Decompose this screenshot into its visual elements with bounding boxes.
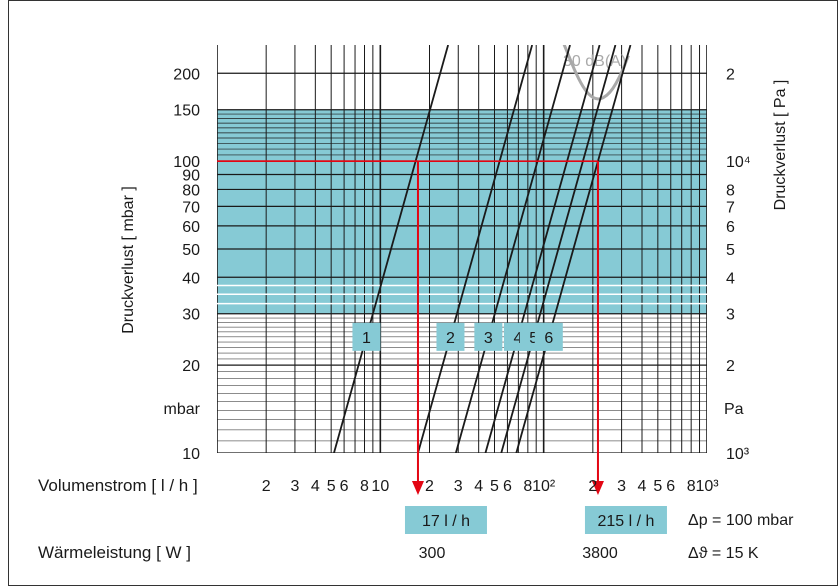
- y-tick-label-right: 7: [726, 199, 735, 216]
- series-line-1: [333, 45, 449, 453]
- x-tick-label: 10³: [695, 478, 719, 495]
- y-tick-label-left: 50: [182, 242, 200, 259]
- series-label-6: 6: [544, 330, 553, 347]
- shaded-band: [217, 109, 707, 314]
- y-axis-label-left: Druckverlust [ mbar ]: [120, 186, 137, 334]
- y-axis-label-right: Druckverlust [ Pa ]: [772, 80, 789, 211]
- x-tick-label: 10²: [532, 478, 556, 495]
- y-tick-label-left: 70: [182, 199, 200, 216]
- marker-arrow-head-1: [411, 481, 424, 495]
- series-line-6: [515, 45, 632, 453]
- y-tick-label-left: 80: [182, 182, 200, 199]
- x-tick-label: 8: [687, 478, 696, 495]
- pressure-note: Δp = 100 mbar: [688, 512, 794, 529]
- x-tick-label: 4: [311, 478, 320, 495]
- x-tick-label: 5: [490, 478, 499, 495]
- x-axis-label: Volumenstrom [ l / h ]: [38, 476, 198, 495]
- x-tick-label: 8: [523, 478, 532, 495]
- x-tick-label: 2: [425, 478, 434, 495]
- y-tick-label-left: 200: [173, 66, 200, 83]
- y-tick-label-left: 40: [182, 270, 200, 287]
- x-tick-label: 3: [454, 478, 463, 495]
- x-tick-label: 10: [371, 478, 389, 495]
- y-tick-label-left: 60: [182, 219, 200, 236]
- y-tick-label-right: 10³: [726, 446, 750, 463]
- y-tick-label-right: 6: [726, 219, 735, 236]
- noise-curve-30dba: [562, 45, 630, 101]
- marker-label-box-2: [584, 506, 667, 534]
- power-axis-label: Wärmeleistung [ W ]: [38, 543, 191, 562]
- x-tick-label: 5: [653, 478, 662, 495]
- x-tick-label: 6: [666, 478, 675, 495]
- y-tick-label-left: 20: [182, 358, 200, 375]
- y-unit-left: mbar: [164, 401, 201, 418]
- x-tick-label: 4: [638, 478, 647, 495]
- series-label-box-3: [474, 322, 503, 351]
- series-line-2: [417, 45, 534, 453]
- series-label-4: 4: [513, 330, 522, 347]
- series-label-5: 5: [529, 330, 538, 347]
- y-tick-label-right: 2: [726, 358, 735, 375]
- y-tick-label-left: 150: [173, 103, 200, 120]
- x-tick-label: 3: [290, 478, 299, 495]
- y-tick-label-right: 2: [726, 66, 735, 83]
- power-value-1: 300: [419, 545, 446, 562]
- series-label-1: 1: [362, 330, 371, 347]
- marker-arrow-head-2: [591, 481, 604, 495]
- y-tick-label-right: 10⁴: [726, 154, 751, 171]
- x-tick-label: 6: [503, 478, 512, 495]
- y-tick-label-left: 30: [182, 307, 200, 324]
- y-tick-label-left: 10: [182, 446, 200, 463]
- y-tick-label-right: 3: [726, 307, 735, 324]
- series-label-box-1: [352, 322, 381, 351]
- x-tick-label: 3: [617, 478, 626, 495]
- y-unit-right: Pa: [724, 401, 744, 418]
- x-tick-label: 8: [360, 478, 369, 495]
- temperature-note: Δϑ = 15 K: [688, 545, 759, 562]
- series-line-4: [484, 45, 601, 453]
- x-tick-label: 6: [340, 478, 349, 495]
- x-tick-label: 2: [262, 478, 271, 495]
- y-tick-label-right: 5: [726, 242, 735, 259]
- series-label-box-2: [436, 322, 465, 351]
- series-line-5: [500, 45, 617, 453]
- x-tick-label: 5: [327, 478, 336, 495]
- marker-label-box-1: [404, 506, 487, 534]
- power-value-2: 3800: [582, 545, 618, 562]
- series-label-box-6: [534, 322, 563, 351]
- x-tick-label: 2: [588, 478, 597, 495]
- y-tick-label-left: 90: [182, 167, 200, 184]
- y-tick-label-right: 8: [726, 182, 735, 199]
- x-tick-label: 4: [474, 478, 483, 495]
- marker-label-1: 17 l / h: [422, 513, 470, 530]
- y-tick-label-right: 4: [726, 270, 735, 287]
- marker-label-2: 215 l / h: [597, 513, 654, 530]
- series-label-3: 3: [484, 330, 493, 347]
- y-tick-label-left: 100: [173, 154, 200, 171]
- series-label-2: 2: [446, 330, 455, 347]
- series-line-3: [454, 45, 571, 453]
